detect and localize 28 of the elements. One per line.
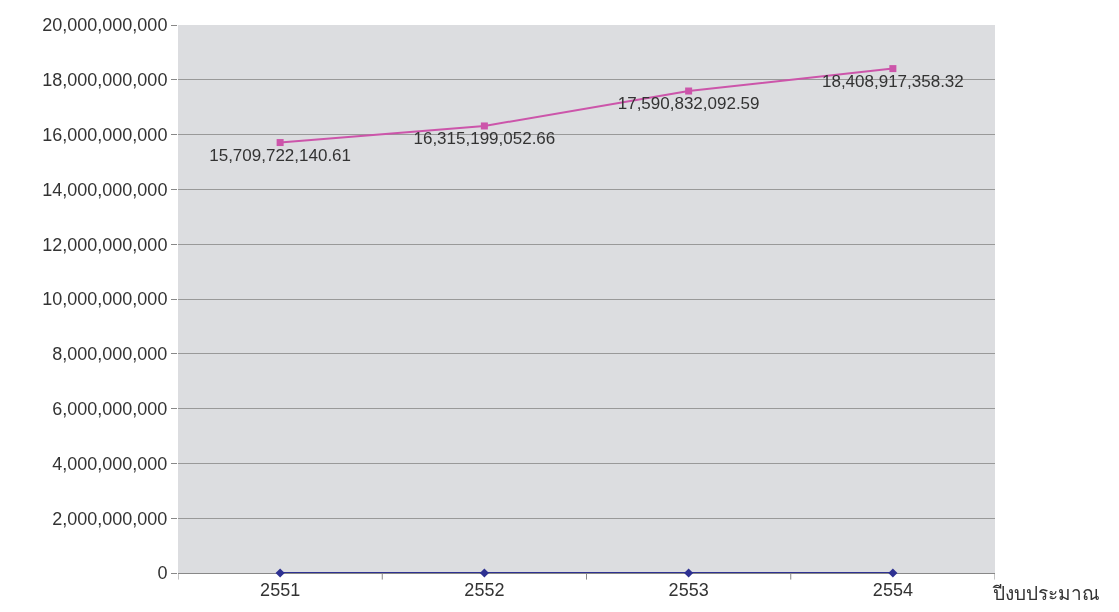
point: [275, 568, 285, 578]
y-tick-label: 10,000,000,000: [42, 289, 168, 310]
x-tick-label: 2551: [260, 579, 301, 600]
y-tick-label: 6,000,000,000: [52, 398, 168, 419]
y-tick-label: 18,000,000,000: [42, 70, 168, 91]
point: [480, 122, 488, 130]
y-tick-label: 16,000,000,000: [42, 124, 168, 145]
point: [276, 139, 284, 147]
x-tick-label: 2552: [464, 579, 505, 600]
y-tick-label: 12,000,000,000: [42, 234, 168, 255]
point: [479, 568, 489, 578]
y-tick-label: 2,000,000,000: [52, 508, 168, 529]
data-label: 17,590,832,092.59: [617, 94, 760, 114]
data-label: 15,709,722,140.61: [209, 145, 352, 165]
y-tick-label: 20,000,000,000: [42, 15, 168, 36]
data-label: 18,408,917,358.32: [821, 71, 964, 91]
y-tick-label: 14,000,000,000: [42, 179, 168, 200]
point: [888, 568, 898, 578]
y-tick-label: 4,000,000,000: [52, 453, 168, 474]
y-tick-label: 0: [157, 563, 168, 584]
x-tick-label: 2554: [872, 579, 913, 600]
point: [685, 87, 693, 95]
point: [684, 568, 694, 578]
point: [889, 65, 897, 73]
x-tick-label: 2553: [668, 579, 709, 600]
y-tick-label: 8,000,000,000: [52, 344, 168, 365]
x-axis-title: ปีงบประมาณ: [992, 583, 1100, 604]
data-label: 16,315,199,052.66: [413, 129, 556, 149]
